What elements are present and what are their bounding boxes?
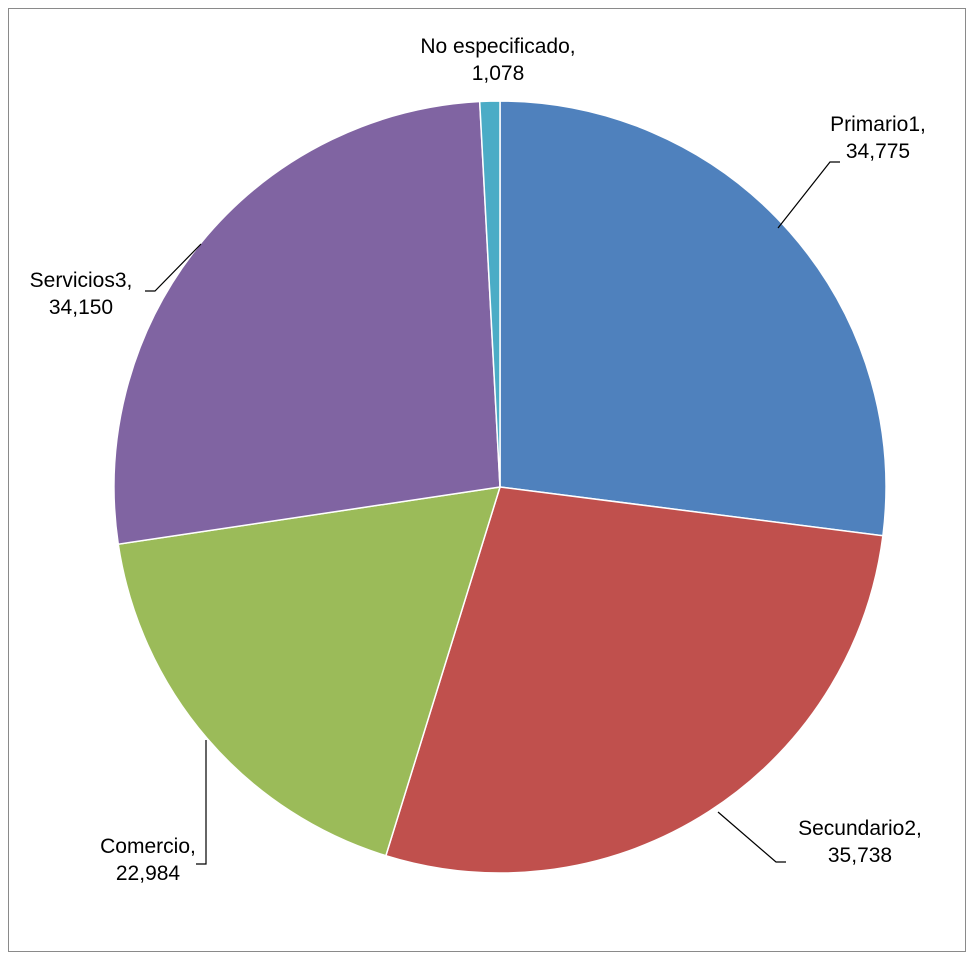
data-label-value: 34,150 [49,296,113,319]
data-label-category: No especificado, [420,35,575,58]
leader-line-3 [196,740,207,865]
data-label-5: No especificado, 1,078 [420,35,575,85]
pie-slice-4 [113,100,501,546]
leader-line-4 [145,243,202,292]
data-label-value: 22,984 [116,862,181,885]
data-label-value: 1,078 [472,62,525,85]
data-label-category: Primario1, [830,113,926,136]
data-label-category: Servicios3, [30,269,133,292]
pie-slice-1 [499,100,887,537]
pie-slice-5 [478,100,501,488]
data-label-3: Comercio, 22,984 [100,835,196,885]
data-label-category: Comercio, [100,835,196,858]
data-label-category: Secundario2, [798,817,922,840]
leader-line-1 [777,161,840,229]
pie-slice-3 [117,486,502,857]
data-label-value: 35,738 [828,844,892,867]
data-label-2: Secundario2, 35,738 [798,817,922,867]
data-label-value: 34,775 [846,140,910,163]
data-label-1: Primario1, 34,775 [830,113,926,163]
data-label-4: Servicios3, 34,150 [30,269,133,319]
leader-line-2 [717,811,786,863]
pie-slice-2 [384,486,884,874]
